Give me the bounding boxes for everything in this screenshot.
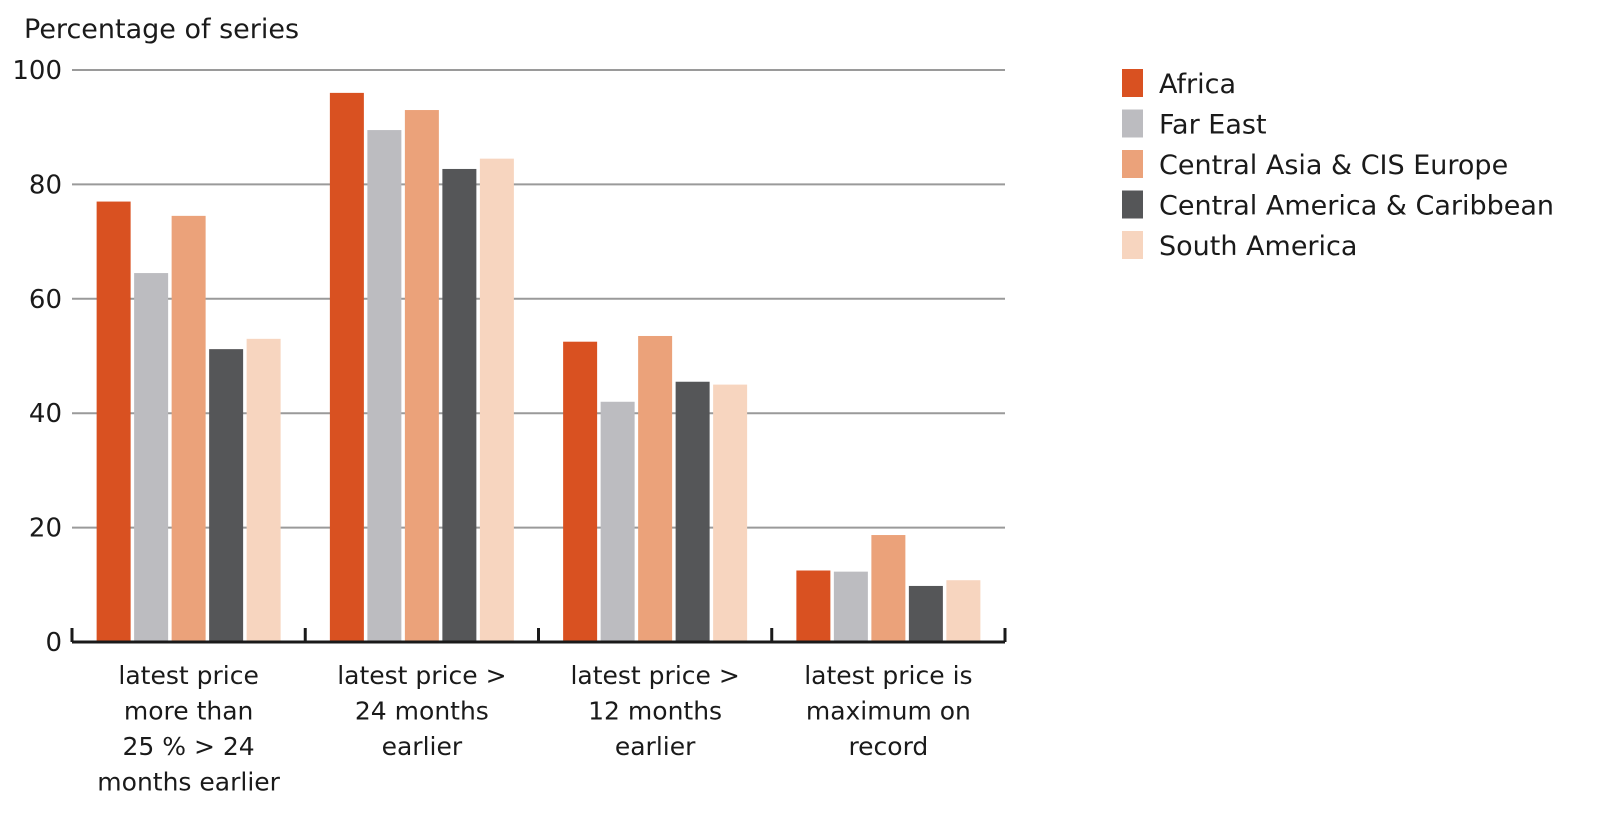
bar-central-america-caribbean [442, 168, 477, 642]
legend-swatch [1122, 109, 1143, 138]
x-axis [70, 628, 1007, 644]
bar-south-america [479, 158, 514, 642]
bar-central-america-caribbean [908, 585, 943, 642]
x-category-label: latest price is [804, 661, 972, 690]
x-category-label: more than [124, 697, 254, 726]
y-tick-label: 80 [29, 170, 62, 200]
y-axis-label: Percentage of series [24, 14, 299, 45]
legend-swatch [1122, 231, 1143, 259]
bar-south-america [246, 338, 281, 642]
bar-far-east [134, 273, 169, 642]
legend-label: Central Asia & CIS Europe [1159, 150, 1508, 181]
x-category-label: 25 % > 24 [123, 732, 255, 761]
legend-label: Central America & Caribbean [1159, 191, 1554, 222]
bar-far-east [367, 130, 402, 642]
x-category-label: maximum on [806, 697, 971, 726]
bars [96, 92, 981, 643]
x-category-label: latest price [118, 661, 258, 690]
legend: Africa Far East Central Asia & CIS Europe C… [1122, 69, 1554, 262]
y-tick-label: 40 [29, 399, 62, 429]
x-category-label: record [848, 732, 928, 761]
legend-label: Africa [1159, 69, 1236, 100]
legend-swatch [1122, 150, 1143, 178]
bar-africa [329, 92, 364, 642]
x-category-label: 12 months [588, 697, 722, 726]
x-category-label: latest price > [337, 661, 506, 690]
bar-central-asia-cis-europe [404, 110, 439, 643]
bar-central-america-caribbean [675, 381, 710, 642]
legend-label: Far East [1159, 110, 1267, 141]
y-tick-label: 20 [29, 514, 62, 544]
y-tick-label: 0 [45, 628, 62, 658]
bar-far-east [600, 401, 635, 642]
bar-africa [796, 570, 831, 642]
y-axis-ticks: 0 20 40 60 80 100 [12, 56, 62, 658]
bar-africa [563, 341, 598, 642]
legend-swatch [1122, 69, 1143, 97]
bar-south-america [946, 580, 981, 642]
x-category-label: latest price > [570, 661, 739, 690]
legend-label: South America [1159, 231, 1357, 262]
bar-central-asia-cis-europe [638, 335, 673, 642]
bar-central-asia-cis-europe [171, 215, 206, 643]
legend-swatch [1122, 190, 1143, 219]
x-category-label: earlier [615, 732, 696, 761]
bar-far-east [833, 571, 868, 642]
x-category-label: 24 months [355, 697, 489, 726]
y-tick-label: 100 [12, 56, 62, 86]
bar-south-america [713, 384, 748, 642]
x-axis-categories: latest price more than 25 % > 24 months ear… [97, 661, 972, 797]
bar-central-asia-cis-europe [871, 535, 906, 642]
x-category-label: earlier [382, 732, 463, 761]
bar-central-america-caribbean [209, 349, 244, 642]
y-tick-label: 60 [29, 285, 62, 315]
x-category-label: months earlier [97, 768, 280, 797]
bar-africa [96, 201, 131, 642]
